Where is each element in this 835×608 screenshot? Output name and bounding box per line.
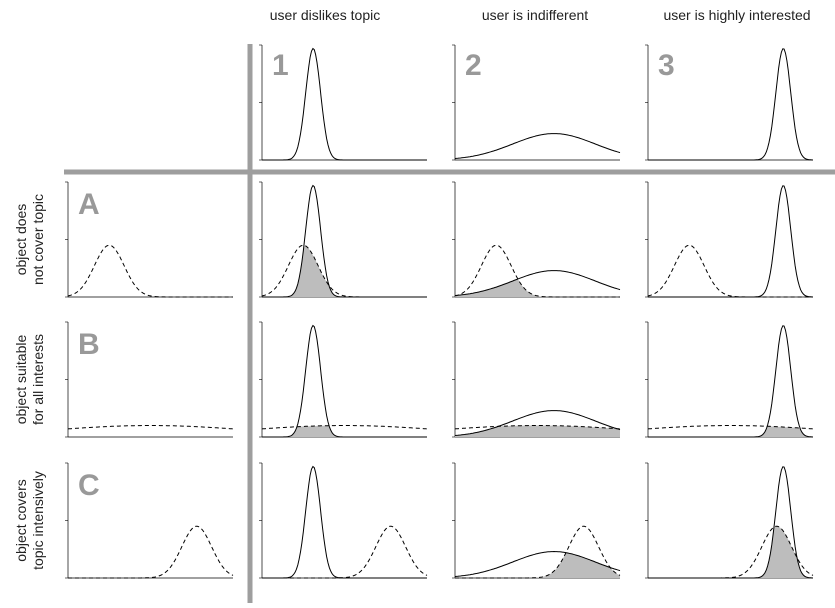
object-curve [262,426,427,429]
user-curve [648,326,813,437]
panel-label: A [78,188,100,221]
object-curve [648,245,813,297]
user-curve [455,134,620,159]
panel-label: 2 [465,49,482,82]
overlap-area [648,426,813,437]
object-curve [68,245,233,297]
user-curve [262,186,427,298]
user-curve [648,186,813,297]
user-curve [262,326,427,438]
panel-label: B [78,328,100,361]
object-curve [262,245,427,297]
object-curve [68,426,233,429]
row-label: object does [13,204,29,276]
object-curve [262,526,427,578]
column-title: user dislikes topic [270,7,381,23]
column-title: user is indifferent [482,7,588,23]
panel-label: C [78,469,100,502]
user-curve [262,467,427,579]
row-label: not cover topic [30,194,46,285]
row-label: topic intensively [30,471,46,570]
overlap-area [455,279,620,297]
object-curve [455,245,620,297]
overlap-area [262,246,427,298]
panel-label: 1 [272,49,289,82]
panel-label: 3 [658,49,675,82]
row-label: for all interests [30,334,46,425]
overlap-area [648,526,813,578]
object-curve [68,526,233,578]
overlap-area [455,553,620,578]
row-label: object covers [13,479,29,561]
column-title: user is highly interested [663,7,810,23]
user-curve [455,271,620,296]
row-label: object suitable [13,335,29,425]
